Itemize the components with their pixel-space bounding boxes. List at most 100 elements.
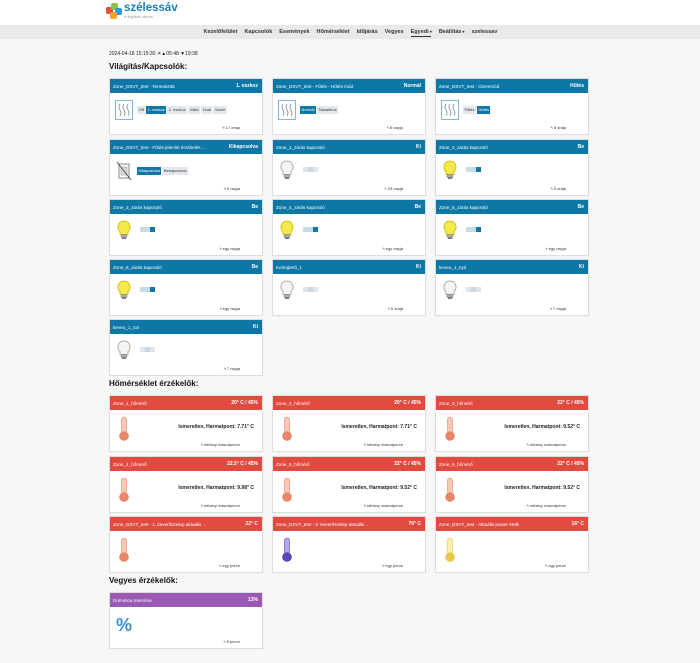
temperature-card: Zone_5_hőmérő 22° C / 45% ϟnéhány másodper… — [272, 456, 426, 513]
card-header[interactable]: Zone_DSVT_test - Fűtés - Hűtés mód Normál — [273, 79, 425, 93]
card-body: ϟnéhány másodperce Ismeretlen, Harmatpont… — [273, 410, 425, 451]
mode-option[interactable]: Hűtés — [477, 106, 491, 114]
card-header[interactable]: Zone_DSVT_test - Aktuális power érték 16°… — [436, 517, 588, 531]
card-header[interactable]: Keringtető_1 Ki — [273, 260, 425, 274]
card-body: ϟ6 napja Kikapcsolva Bekapcsolva — [110, 154, 262, 195]
card-state: 22.5° C / 45% — [227, 461, 258, 467]
card-body: ϟegy napja — [436, 214, 588, 255]
card-title: Zone_2_zárás kapcsoló — [439, 144, 488, 150]
card-state: Ki — [579, 264, 584, 270]
card-header[interactable]: Zone_DSVT_test - Fűtés jelenlét érzékelé… — [110, 140, 262, 154]
card-state: Normál — [403, 83, 421, 89]
switch-card: Zone_2_zárás kapcsoló Be ϟ5 órája — [435, 139, 589, 196]
switch-toggle[interactable] — [140, 227, 155, 232]
card-state: Be — [414, 204, 421, 210]
card-header[interactable]: Zone_DSVT_test - Termosztát 1. eszkoz — [110, 79, 262, 93]
nav-item-szelessav[interactable]: szelessav — [468, 25, 501, 39]
last-update: ϟnéhány másodperce — [364, 503, 403, 508]
card-header[interactable]: Zone_2_zárás kapcsoló Be — [436, 140, 588, 154]
last-update-text: 6 napja — [389, 125, 403, 130]
card-header[interactable]: keveo_1_zar Ki — [110, 320, 262, 334]
card-header[interactable]: Zone_1_hőmérő 20° C / 45% — [110, 396, 262, 410]
card-header[interactable]: Zone_5_hőmérő 22° C / 45% — [273, 457, 425, 471]
card-state: Be — [577, 204, 584, 210]
card-header[interactable]: Zone_6_hőmérő 22° C / 45% — [436, 457, 588, 471]
switch-toggle[interactable] — [466, 227, 481, 232]
last-update-text: néhány másodperce — [203, 503, 240, 508]
bolt-icon: ϟ — [382, 563, 385, 568]
card-header[interactable]: Zone_3_zárás kapcsoló Be — [110, 200, 262, 214]
mode-option[interactable]: Normál — [300, 106, 316, 114]
mode-option[interactable]: Váltó — [188, 106, 201, 114]
bolt-icon: ϟ — [219, 563, 222, 568]
last-update: ϟegy perce — [545, 563, 566, 568]
card-body: ϟegy perce — [273, 531, 425, 572]
switch-toggle[interactable] — [303, 167, 318, 172]
mode-option[interactable]: Takarékos — [316, 106, 339, 114]
card-state: 20° C / 45% — [231, 400, 258, 406]
heating-icon — [115, 100, 133, 120]
last-update-text: 5 órája — [553, 125, 566, 130]
bolt-icon: ϟ — [387, 306, 390, 311]
card-title: Zone_3_hőmérő — [439, 400, 473, 406]
card-header[interactable]: Zone_DSVT_test - Üzemmód Hűtés — [436, 79, 588, 93]
nav-item-kezelőfelület[interactable]: Kezelőfelület — [200, 25, 241, 39]
nav-item-kapcsolók[interactable]: Kapcsolók — [241, 25, 276, 39]
nav-item-események[interactable]: Események — [276, 25, 313, 39]
card-header[interactable]: Zone_3_hőmérő 22° C / 45% — [436, 396, 588, 410]
mode-option[interactable]: 1. eszkoz — [146, 106, 167, 114]
mode-option[interactable]: Fűtés — [463, 106, 477, 114]
last-update-text: 6 napja — [226, 186, 240, 191]
last-update: ϟegy napja — [220, 306, 240, 311]
switch-toggle[interactable] — [140, 287, 155, 292]
card-body: ϟ17 órája Off 1. eszkoz 2. eszkoz Váltó Dual S… — [110, 93, 262, 134]
bolt-icon: ϟ — [386, 125, 389, 130]
nav-item-egyedi[interactable]: Egyedi ▾ — [407, 25, 435, 39]
switch-toggle[interactable] — [466, 287, 481, 292]
card-header[interactable]: Zone_5_zárás kapcsoló Be — [436, 200, 588, 214]
mode-option[interactable]: Kikapcsolva — [137, 167, 162, 175]
mode-option[interactable]: Dual — [201, 106, 213, 114]
thermostat-card: Zone_DSVT_test - Fűtés - Hűtés mód Normál… — [272, 78, 426, 135]
nav-item-beállítás[interactable]: Beállítás ▾ — [435, 25, 468, 39]
bolt-icon: ϟ — [550, 125, 553, 130]
nav-item-hőmérséklet[interactable]: Hőmérséklet — [313, 25, 353, 39]
card-header[interactable]: Zone_DSVT_test - 2. keverőszelep aktuáli… — [273, 517, 425, 531]
switch-toggle[interactable] — [303, 227, 318, 232]
card-title: keveo_1_nyit — [439, 264, 467, 270]
card-header[interactable]: Zone_1_zárás kapcsoló Ki — [273, 140, 425, 154]
mode-option[interactable]: Saver — [213, 106, 227, 114]
last-update-text: néhány másodperce — [529, 503, 566, 508]
card-body: ϟ25 napja — [273, 154, 425, 195]
card-header[interactable]: keveo_1_nyit Ki — [436, 260, 588, 274]
brand-tagline: a digitális otthon — [124, 15, 153, 19]
card-header[interactable]: Domotica memória 13% — [110, 593, 262, 607]
switch-toggle[interactable] — [466, 167, 481, 172]
mode-option[interactable]: 2. eszkoz — [167, 106, 188, 114]
switch-toggle[interactable] — [303, 287, 318, 292]
last-update-text: 6 perce — [226, 639, 240, 644]
card-header[interactable]: Zone_4_zárás kapcsoló Be — [273, 200, 425, 214]
thermostat-card: Zone_DSVT_test - Üzemmód Hűtés ϟ5 órája Fűt… — [435, 78, 589, 135]
mode-option[interactable]: Off — [137, 106, 146, 114]
bolt-icon: ϟ — [222, 125, 225, 130]
bolt-icon: ϟ — [223, 186, 226, 191]
last-update-text: néhány másodperce — [366, 503, 403, 508]
nav-item-időjárás[interactable]: Időjárás — [353, 25, 381, 39]
last-update: ϟnéhány másodperce — [527, 442, 566, 447]
last-update-text: egy perce — [385, 563, 403, 568]
card-header[interactable]: Zone_4_hőmérő 22.5° C / 45% — [110, 457, 262, 471]
mode-option[interactable]: Bekapcsolva — [162, 167, 189, 175]
lightbulb-icon — [278, 159, 296, 179]
switch-card: keveo_1_zar Ki ϟ7 napja — [109, 319, 263, 376]
nav-item-vegyes[interactable]: Vegyes — [381, 25, 407, 39]
switch-toggle[interactable] — [140, 347, 155, 352]
datetime-sun-info: 2024-04-18 15:15:30 ☀▲05:48 ▼19:38 — [109, 51, 198, 57]
card-state: 22° C / 45% — [557, 461, 584, 467]
card-body: ϟegy perce — [436, 531, 588, 572]
card-header[interactable]: Zone_6_zárás kapcsoló Be — [110, 260, 262, 274]
card-title: Zone_5_hőmérő — [276, 461, 310, 467]
card-header[interactable]: Zone_2_hőmérő 20° C / 45% — [273, 396, 425, 410]
temperature-card: Zone_DSVT_test - 2. keverőszelep aktuáli… — [272, 516, 426, 573]
card-header[interactable]: Zone_DSVT_test - 1. keverőszelep aktuáli… — [110, 517, 262, 531]
